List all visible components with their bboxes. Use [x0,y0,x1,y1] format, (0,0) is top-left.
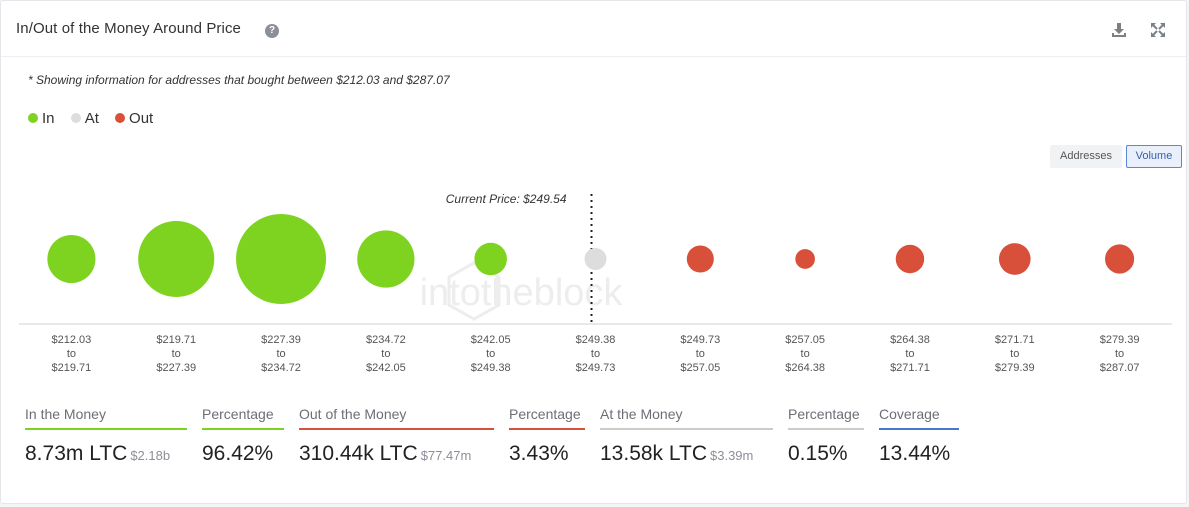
tick-label-to-6: $249.73 [576,362,616,374]
tick-label-from-4: $234.72 [366,334,406,346]
bubble-4 [357,230,415,288]
stat-at-money-amount: 13.58k LTC [600,442,707,465]
stat-coverage-value: 13.44% [879,442,951,465]
bubble-3 [236,214,327,304]
stat-at-percentage: Percentage 0.15% [788,406,864,466]
tick-label-from-3: $227.39 [261,334,301,346]
stat-in-money-usd: $2.18b [130,448,171,463]
bubble-1 [47,234,96,284]
stat-out-percentage-value: 3.43% [509,442,569,465]
tick-label-from-5: $242.05 [471,334,511,346]
stat-coverage-label: Coverage [879,406,959,430]
tick-label-to-10: $279.39 [995,362,1035,374]
legend-item-in[interactable]: In [28,110,55,127]
volume-toggle-button[interactable]: Volume [1126,145,1182,168]
tick-label-to-word-9: to [905,348,914,360]
stat-at-percentage-label: Percentage [788,406,864,430]
card-header: In/Out of the Money Around Price ? [1,1,1186,57]
stat-out-money: Out of the Money 310.44k LTC $77.47m [299,406,494,466]
legend-label-at: At [84,110,99,127]
tick-label-to-word-8: to [801,348,810,360]
download-icon[interactable] [1110,21,1128,39]
tick-label-to-word-10: to [1010,348,1019,360]
stat-in-percentage-value: 96.42% [202,442,274,465]
legend-label-in: In [42,110,55,127]
bubble-6 [584,248,607,270]
stat-in-money: In the Money 8.73m LTC $2.18b [25,406,187,466]
legend-dot-in [28,113,38,123]
legend-label-out: Out [129,110,154,127]
tick-label-from-11: $279.39 [1100,334,1140,346]
watermark-logo [447,261,501,321]
expand-icon[interactable] [1149,21,1167,39]
tick-label-from-9: $264.38 [890,334,930,346]
legend-dot-at [70,113,81,123]
tick-label-to-word-7: to [696,348,705,360]
current-price-label: Current Price: $249.54 [446,192,567,206]
legend-item-at[interactable]: At [70,110,99,127]
stat-in-money-amount: 8.73m LTC [25,442,128,465]
tick-label-from-6: $249.38 [576,334,616,346]
tick-label-from-2: $219.71 [156,334,196,346]
stat-out-percentage: Percentage 3.43% [509,406,585,466]
addresses-toggle-button[interactable]: Addresses [1050,145,1122,168]
bubble-7 [686,245,714,273]
tick-label-to-11: $287.07 [1100,362,1140,374]
stat-in-percentage: Percentage 96.42% [202,406,284,466]
tick-label-to-word-3: to [276,348,285,360]
stat-at-money-usd: $3.39m [710,448,754,463]
tick-label-to-8: $264.38 [785,362,825,374]
legend-dot-out [115,113,126,123]
tick-label-to-4: $242.05 [366,362,406,374]
tick-label-to-word-11: to [1115,348,1124,360]
stat-in-money-label: In the Money [25,406,187,430]
bubble-8 [795,249,815,269]
tick-label-to-word-1: to [67,348,76,360]
bubble-10 [998,243,1031,275]
tick-label-to-5: $249.38 [471,362,511,374]
stat-at-money: At the Money 13.58k LTC $3.39m [600,406,773,466]
stat-out-money-value: 310.44k LTC $77.47m [299,442,494,466]
tick-label-to-2: $227.39 [156,362,196,374]
tick-label-to-7: $257.05 [680,362,720,374]
stat-coverage: Coverage 13.44% [879,406,959,466]
tick-label-to-9: $271.71 [890,362,930,374]
legend: In At Out [28,110,165,127]
tick-label-from-1: $212.03 [52,334,92,346]
stat-at-money-value: 13.58k LTC $3.39m [600,442,773,466]
stat-out-percentage-label: Percentage [509,406,585,430]
stat-in-percentage-label: Percentage [202,406,284,430]
bubble-11 [1105,244,1135,274]
tick-label-from-7: $249.73 [680,334,720,346]
tick-label-to-3: $234.72 [261,362,301,374]
tick-label-from-8: $257.05 [785,334,825,346]
page-title: In/Out of the Money Around Price [16,20,241,37]
stat-at-percentage-value: 0.15% [788,442,848,465]
bubble-9 [895,244,925,274]
tick-label-to-word-6: to [591,348,600,360]
tick-label-to-word-2: to [172,348,181,360]
range-note: * Showing information for addresses that… [28,73,450,87]
tick-label-to-word-4: to [381,348,390,360]
bubble-5 [474,242,507,276]
tick-label-from-10: $271.71 [995,334,1035,346]
help-icon[interactable]: ? [265,24,279,38]
bubble-2 [138,220,215,298]
stat-at-money-label: At the Money [600,406,773,430]
legend-item-out[interactable]: Out [115,110,153,127]
tick-label-to-1: $219.71 [52,362,92,374]
tick-label-to-word-5: to [486,348,495,360]
stat-in-money-value: 8.73m LTC $2.18b [25,442,187,466]
stat-out-money-amount: 310.44k LTC [299,442,418,465]
stat-out-money-usd: $77.47m [420,448,472,463]
stat-out-money-label: Out of the Money [299,406,494,430]
